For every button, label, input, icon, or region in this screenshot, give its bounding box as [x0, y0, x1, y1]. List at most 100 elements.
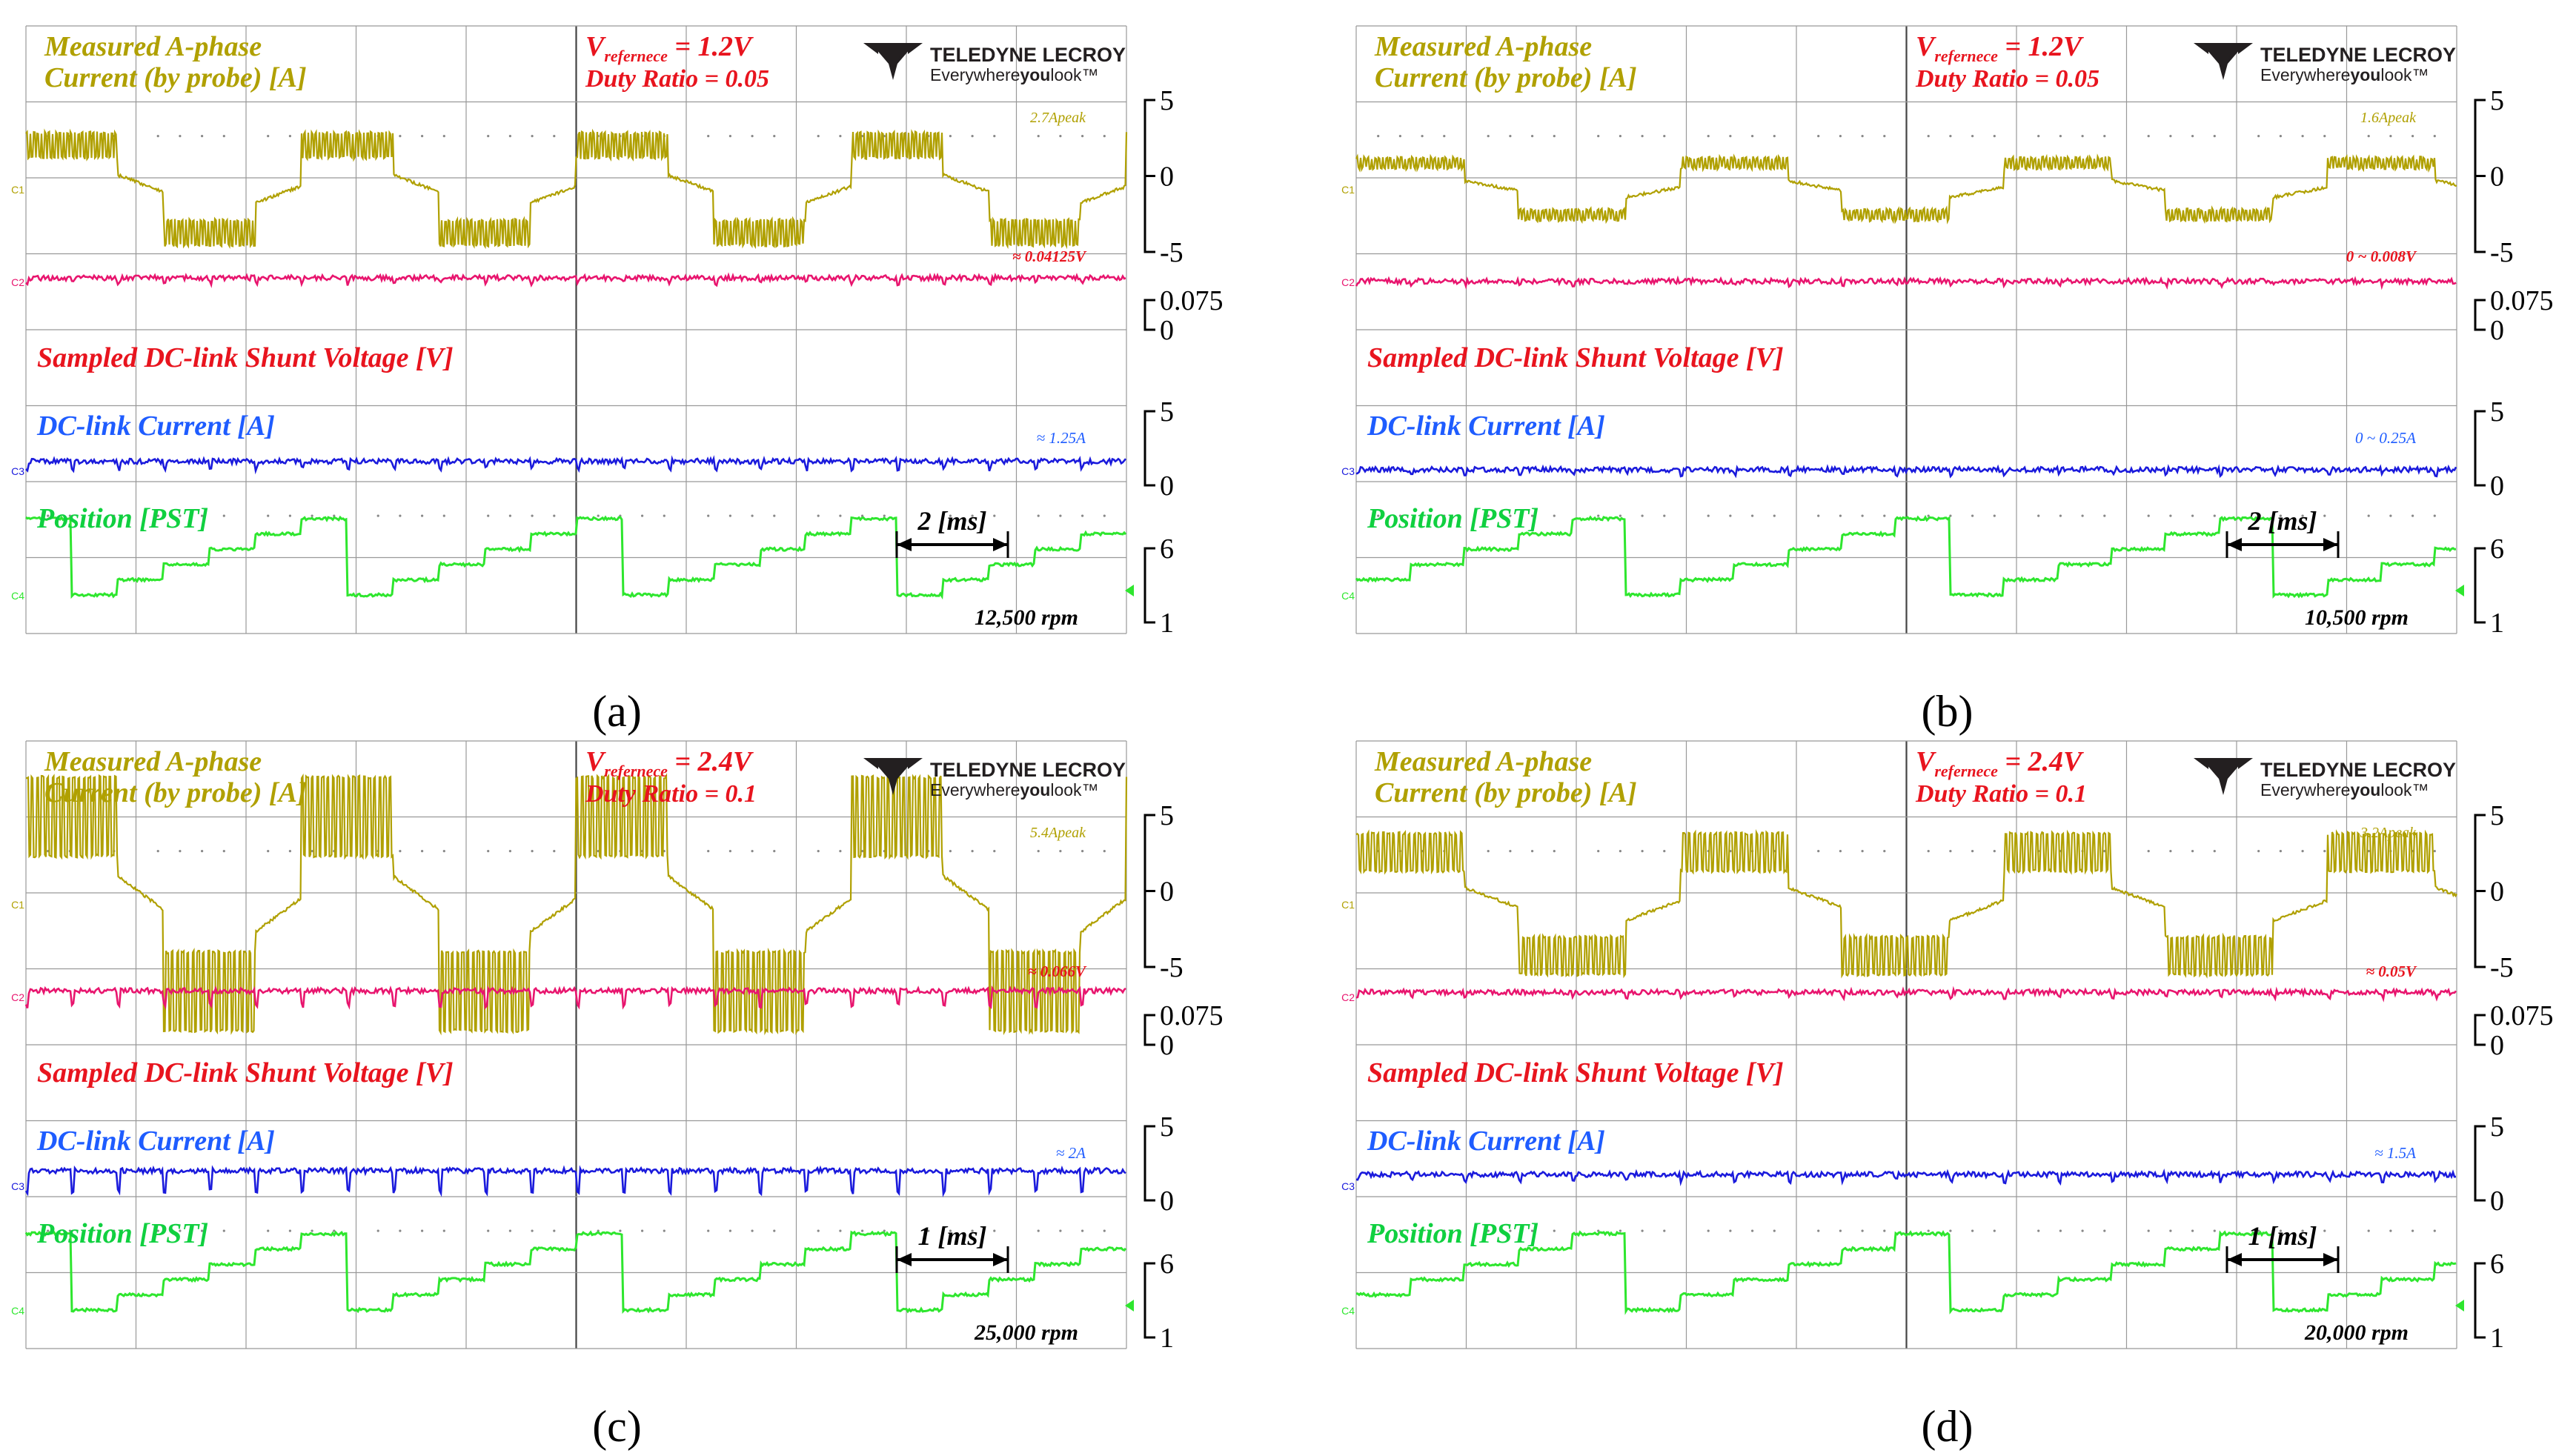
grid-dot: [1993, 135, 1996, 138]
grid-dot: [2257, 135, 2260, 138]
grid-dot: [531, 135, 534, 138]
grid-dot: [487, 850, 490, 853]
position-label: Position [PST]: [36, 503, 208, 534]
position-axis-tick-label: 6: [2490, 1249, 2504, 1280]
grid-dot: [1993, 850, 1996, 853]
arrow-head-right: [2323, 1253, 2338, 1266]
grid-dot: [487, 1229, 490, 1232]
grid-dot: [751, 514, 754, 517]
grid-dot: [1729, 1229, 1732, 1232]
grid-dot: [1993, 1229, 1996, 1232]
phase-axis-tick-label: 0: [1160, 162, 1174, 193]
position-axis-bracket: [1143, 547, 1155, 624]
dc-label: DC-link Current [A]: [1367, 410, 1605, 442]
grid-dot: [1531, 1229, 1534, 1232]
grid-dot: [1103, 514, 1106, 517]
phase-label-line1: Measured A-phase: [1374, 746, 1592, 777]
grid-dot: [1443, 135, 1446, 138]
grid-dot: [2213, 1229, 2216, 1232]
dc-link-current-trace: [24, 1165, 1126, 1197]
grid-dot: [421, 135, 424, 138]
dc-annotation: ≈ 1.25A: [1037, 429, 1086, 447]
grid-dot: [839, 850, 842, 853]
dc-label: DC-link Current [A]: [36, 410, 275, 442]
grid-dot: [883, 514, 886, 517]
dc-annotation: ≈ 1.5A: [2374, 1144, 2416, 1162]
grid-dot: [2081, 1229, 2084, 1232]
grid-dot: [1663, 1229, 1666, 1232]
channel-label: C1: [11, 899, 24, 911]
position-axis-tick-label: 1: [2490, 608, 2504, 639]
grid-dot: [179, 514, 182, 517]
shunt-axis-tick-label: 0: [2490, 1030, 2504, 1061]
phase-current-trace: [1355, 829, 2457, 979]
grid-dot: [156, 135, 159, 138]
grid-dot: [2213, 135, 2216, 138]
grid-dot: [2257, 514, 2260, 517]
grid-dot: [2389, 135, 2392, 138]
dc-label: DC-link Current [A]: [36, 1126, 275, 1157]
grid-dot: [949, 850, 952, 853]
grid-dot: [751, 135, 754, 138]
grid-dot: [1883, 850, 1886, 853]
grid-dot: [2411, 135, 2414, 138]
grid-dot: [927, 514, 930, 517]
dc-axis-tick-label: 0: [2490, 1186, 2504, 1217]
grid-dot: [1597, 850, 1600, 853]
grid-dot: [949, 514, 952, 517]
position-axis-tick-label: 6: [2490, 533, 2504, 565]
dc-axis-bracket: [2474, 410, 2486, 487]
dc-label: DC-link Current [A]: [1367, 1126, 1605, 1157]
dc-axis-tick-label: 0: [1160, 471, 1174, 502]
scope-grid: [25, 740, 1127, 1349]
phase-current-trace: [25, 773, 1128, 1036]
grid-dot: [817, 514, 820, 517]
grid-dot: [2103, 135, 2106, 138]
grid-dot: [1927, 514, 1930, 517]
grid-dot: [993, 135, 996, 138]
grid-dot: [1487, 850, 1490, 853]
panel-caption: (b): [1922, 687, 1974, 736]
vref-label: Vrefernece = 2.4V: [1916, 746, 2084, 780]
channel-label: C2: [1341, 276, 1355, 288]
grid-dot: [1531, 850, 1534, 853]
shunt-label: Sampled DC-link Shunt Voltage [V]: [37, 1057, 454, 1088]
grid-dot: [1861, 135, 1864, 138]
grid-dot: [2301, 514, 2304, 517]
grid-dot: [1619, 850, 1621, 853]
phase-peak-annotation: 5.4Apeak: [1030, 825, 1086, 841]
logo-emblem-inner: [886, 53, 900, 80]
grid-dot: [1641, 1229, 1644, 1232]
grid-dot: [817, 135, 820, 138]
grid-dot: [1817, 514, 1820, 517]
grid-dot: [883, 1229, 886, 1232]
grid-dot: [949, 135, 952, 138]
channel-label: C1: [1341, 184, 1355, 196]
channel-label: C2: [11, 276, 24, 288]
grid-dot: [2059, 1229, 2062, 1232]
grid-dot: [1861, 850, 1864, 853]
grid-dot: [267, 850, 270, 853]
grid-dot: [47, 514, 50, 517]
grid-dot: [751, 850, 754, 853]
channel-label: C3: [11, 1180, 24, 1192]
grid-dot: [2323, 135, 2326, 138]
grid-dot: [2081, 135, 2084, 138]
grid-dot: [487, 135, 490, 138]
grid-dot: [861, 1229, 864, 1232]
grid-dot: [179, 135, 182, 138]
arrow-head-right: [993, 538, 1008, 551]
grid-dot: [839, 1229, 842, 1232]
grid-dot: [267, 1229, 270, 1232]
logo-emblem-inner: [886, 768, 900, 795]
grid-dot: [1927, 850, 1930, 853]
grid-dot: [2279, 135, 2282, 138]
trigger-marker: [1125, 585, 1134, 596]
grid-dot: [1059, 850, 1062, 853]
